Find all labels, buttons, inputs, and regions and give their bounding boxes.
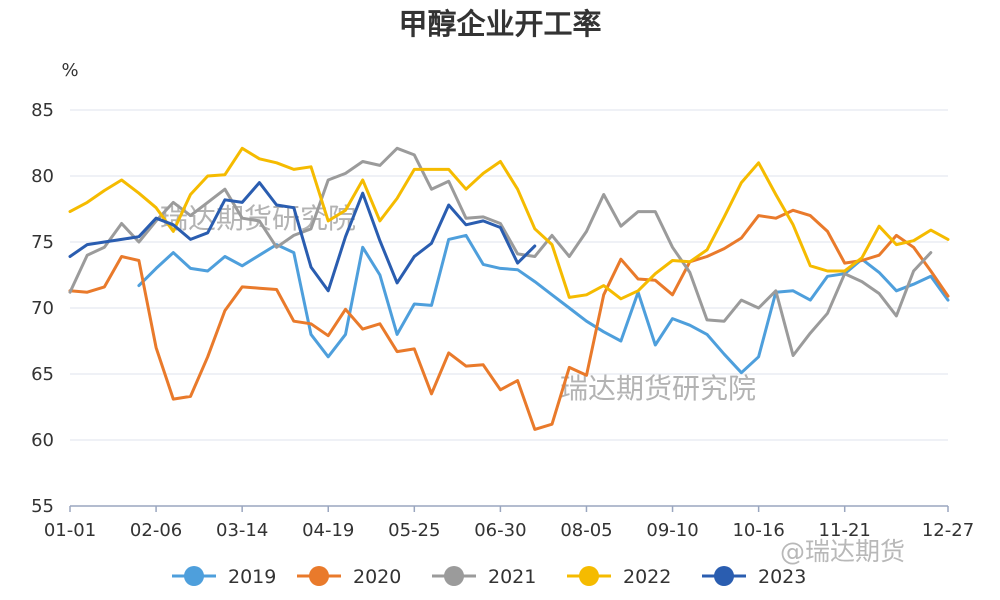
- x-axis: 01-01 02-06 03-14 04-19 05-25 06-30 08-05 09-10…: [44, 505, 974, 541]
- series-line-2022: [68, 146, 950, 301]
- series-line-2021: [68, 146, 933, 357]
- x-tick-label: 02-06: [130, 520, 182, 541]
- series-line-2023: [68, 181, 537, 293]
- x-tick-label: 12-27: [922, 520, 974, 541]
- legend-label-2021: 2021: [488, 566, 536, 588]
- legend-marker-2020: [309, 566, 329, 586]
- legend: 2019 2020 2021 2022 2023: [172, 566, 806, 588]
- legend-label-2022: 2022: [623, 566, 671, 588]
- y-tick-label: 75: [31, 232, 54, 253]
- legend-marker-2021: [444, 566, 464, 586]
- y-tick-label: 55: [31, 496, 54, 517]
- y-axis-unit-label: %: [61, 60, 78, 81]
- legend-label-2023: 2023: [758, 566, 806, 588]
- x-tick-label: 04-19: [302, 520, 354, 541]
- legend-label-2020: 2020: [353, 566, 401, 588]
- legend-marker-2022: [579, 566, 599, 586]
- x-tick-label: 11-21: [819, 520, 871, 541]
- y-axis-ticks: 55 60 65 70 75 80 85: [31, 100, 54, 517]
- y-tick-label: 60: [31, 430, 54, 451]
- y-tick-label: 85: [31, 100, 54, 121]
- chart-title: 甲醇企业开工率: [398, 7, 601, 41]
- x-tick-label: 08-05: [560, 520, 612, 541]
- watermark-text-3: @瑞达期货: [780, 537, 905, 566]
- legend-marker-2023: [714, 566, 734, 586]
- x-tick-label: 06-30: [474, 520, 526, 541]
- y-tick-label: 65: [31, 364, 54, 385]
- series-line-2019: [137, 233, 950, 375]
- watermark-text-2: 瑞达期货研究院: [560, 372, 756, 405]
- x-tick-label: 01-01: [44, 520, 96, 541]
- x-tick-label: 05-25: [388, 520, 440, 541]
- y-tick-label: 70: [31, 298, 54, 319]
- legend-label-2019: 2019: [228, 566, 276, 588]
- x-tick-label: 10-16: [732, 520, 784, 541]
- x-tick-label: 03-14: [216, 520, 268, 541]
- y-tick-label: 80: [31, 166, 54, 187]
- legend-marker-2019: [184, 566, 204, 586]
- series-lines: [68, 146, 950, 431]
- grid-lines: [70, 109, 948, 441]
- series-line-2020: [68, 208, 950, 431]
- x-tick-label: 09-10: [646, 520, 698, 541]
